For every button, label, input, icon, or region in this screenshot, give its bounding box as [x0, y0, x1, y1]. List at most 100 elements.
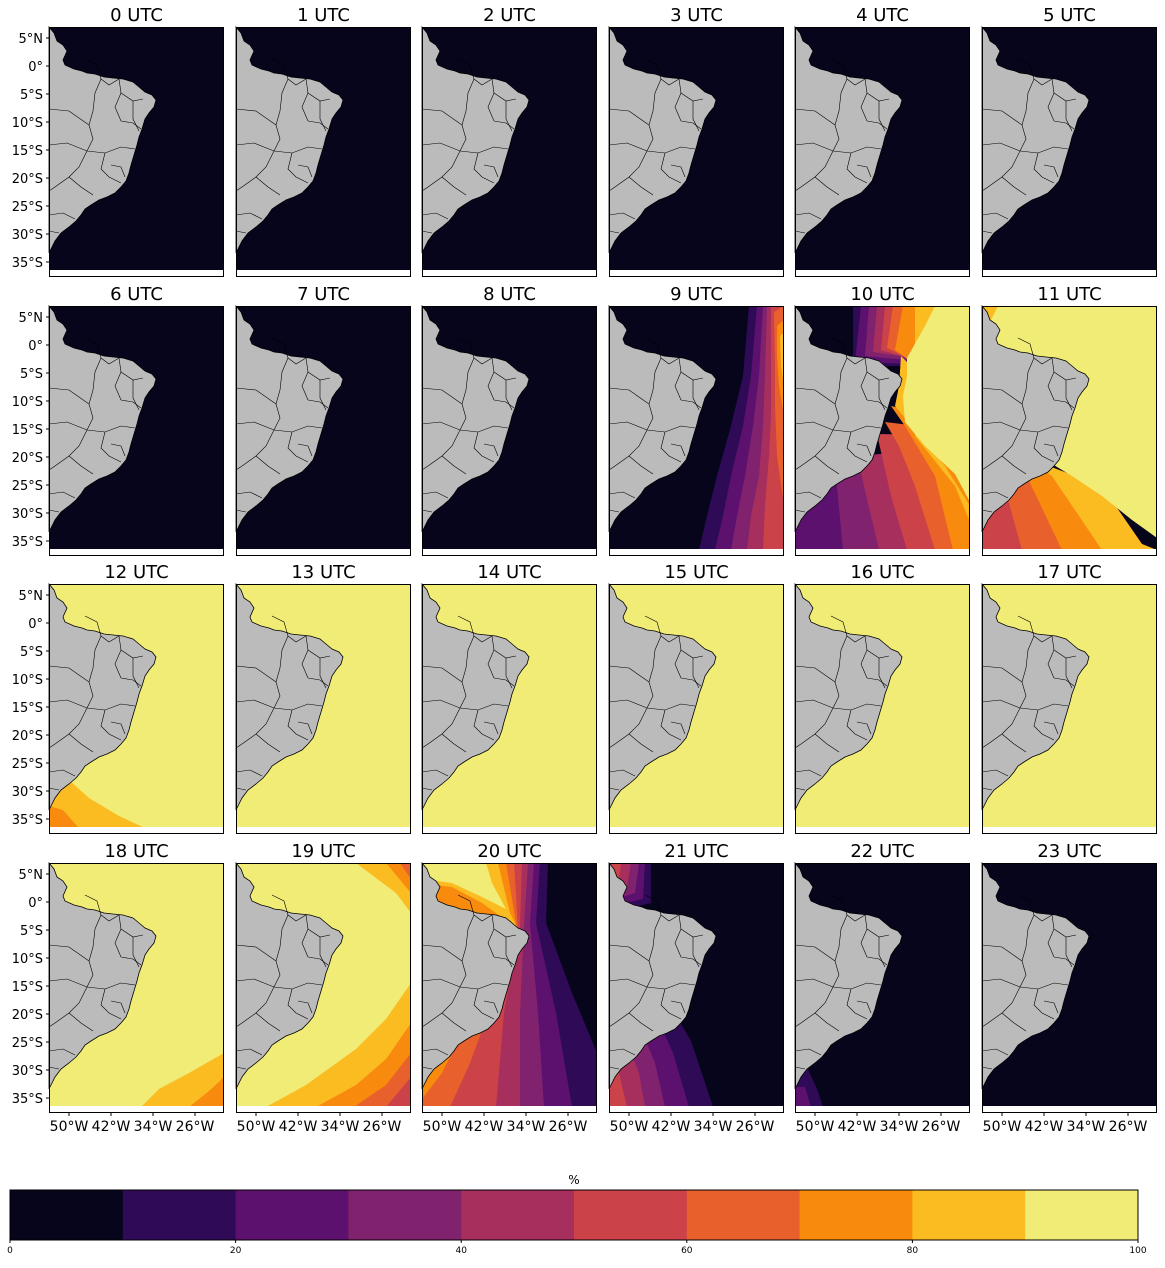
contour-band — [982, 306, 1157, 550]
state-border — [814, 455, 840, 475]
panel-title: 7 UTC — [297, 284, 350, 305]
state-border — [856, 721, 872, 735]
state-border — [608, 1066, 620, 1070]
lat-tick-label: 30°S — [12, 785, 43, 800]
lon-tick-label: 42°W — [1025, 1119, 1064, 1135]
state-border — [100, 431, 122, 463]
state-border — [483, 721, 499, 735]
state-border — [644, 894, 662, 988]
state-border — [421, 699, 509, 711]
state-border — [297, 164, 313, 178]
state-border — [48, 787, 60, 791]
state-border — [235, 509, 247, 513]
state-border — [271, 615, 289, 709]
lat-tick-label: 0° — [28, 339, 43, 354]
land-mass — [235, 25, 344, 254]
state-border — [235, 491, 263, 499]
state-border — [680, 120, 702, 130]
lat-tick-label: 10°S — [12, 116, 43, 131]
lon-tick-label: 50°W — [423, 1119, 462, 1135]
colorbar: % 0 20 40 60 80 100 — [7, 1173, 1147, 1256]
state-border — [421, 978, 509, 990]
map-panel: 23 UTC 50°W 42°W 34°W 26°W — [981, 841, 1157, 1135]
state-border — [68, 176, 94, 196]
state-border — [473, 914, 493, 922]
state-border — [255, 733, 281, 753]
map-panel: 18 UTC 5°N 0° 5°S 10°S 15°S 20°S 25°S 30°S 35°S 50… — [12, 841, 224, 1135]
lon-tick-label: 50°W — [610, 1119, 649, 1135]
panel-title: 2 UTC — [483, 5, 536, 26]
lat-tick-label: 20°S — [12, 1008, 43, 1023]
land-mass — [421, 861, 530, 1090]
map-panel: 22 UTC 50°W 42°W 34°W 26°W — [794, 841, 970, 1135]
state-border — [114, 357, 122, 401]
map-panel: 2 UTC — [421, 5, 597, 277]
lat-tick-label: 25°S — [12, 200, 43, 215]
colorbar-swatch — [686, 1190, 801, 1240]
state-border — [48, 387, 90, 405]
lat-tick-label: 10°S — [12, 952, 43, 967]
bottom-strip — [609, 270, 784, 276]
state-border — [794, 699, 882, 711]
state-border — [794, 212, 822, 220]
state-border — [110, 443, 126, 457]
state-border — [255, 1012, 281, 1032]
panel-frame — [422, 863, 597, 1113]
state-border — [421, 665, 463, 683]
state-border — [114, 914, 122, 958]
lat-tick-label: 5°S — [20, 88, 43, 103]
state-border — [860, 78, 868, 122]
state-border — [608, 1048, 636, 1056]
state-border — [421, 944, 463, 962]
state-border — [473, 152, 495, 184]
state-border — [660, 431, 682, 463]
state-border — [48, 212, 76, 220]
state-border — [48, 1066, 60, 1070]
state-border — [981, 387, 1023, 405]
state-border — [608, 665, 650, 683]
state-border — [48, 1048, 76, 1056]
state-border — [235, 142, 323, 154]
land-mass — [235, 582, 344, 811]
state-border — [866, 677, 888, 687]
panel-title: 0 UTC — [110, 5, 163, 26]
lat-tick-label: 30°S — [12, 1064, 43, 1079]
state-border — [1033, 152, 1055, 184]
bottom-strip — [236, 827, 411, 833]
state-border — [421, 108, 463, 126]
lon-tick-label: 26°W — [549, 1119, 588, 1135]
map-panel: 4 UTC — [794, 5, 970, 277]
lon-tick-label: 26°W — [1109, 1119, 1148, 1135]
state-border — [660, 914, 680, 922]
state-border — [100, 152, 122, 184]
state-border — [271, 894, 289, 988]
land-mass — [48, 861, 157, 1090]
panel-frame — [609, 863, 784, 1113]
state-border — [794, 387, 836, 405]
state-border — [421, 142, 509, 154]
state-border — [1065, 658, 1073, 689]
land-mass — [794, 25, 903, 254]
state-border — [48, 491, 76, 499]
state-border — [794, 491, 822, 499]
state-border — [981, 491, 1009, 499]
state-border — [674, 357, 682, 401]
state-border — [48, 509, 60, 513]
state-border — [68, 1012, 94, 1032]
state-border — [1065, 937, 1073, 968]
state-border — [878, 937, 886, 968]
state-border — [421, 387, 463, 405]
panel-title: 15 UTC — [664, 562, 728, 583]
state-border — [319, 101, 327, 132]
state-border — [505, 937, 513, 968]
state-border — [100, 914, 120, 922]
state-border — [830, 58, 848, 152]
state-border — [794, 509, 806, 513]
state-border — [84, 894, 102, 988]
state-border — [1053, 956, 1075, 966]
state-border — [235, 387, 277, 405]
state-border — [644, 615, 662, 709]
state-border — [297, 1000, 313, 1014]
land-mass — [981, 582, 1090, 811]
state-border — [1017, 58, 1035, 152]
